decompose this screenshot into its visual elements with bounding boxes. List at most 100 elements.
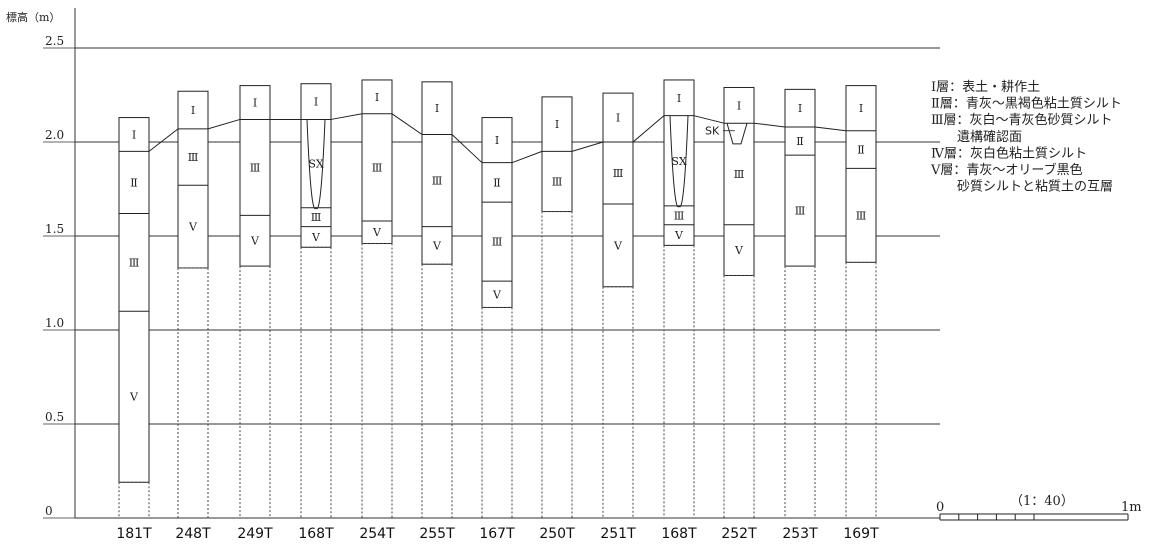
scale-end-label: 1m [1121, 500, 1142, 515]
sx-pit-outline [669, 115, 689, 208]
column-id-label: 169T [843, 526, 879, 542]
column-box [177, 90, 209, 269]
layer-label: Ⅲ [674, 209, 685, 222]
layer-label: Ⅰ [253, 97, 257, 110]
sk-pit: SK [705, 123, 748, 145]
layer-label: Ⅱ [493, 176, 500, 189]
column-id-label: 168T [661, 526, 697, 542]
layer-label: Ⅲ [734, 168, 745, 181]
layer-label: Ⅴ [372, 226, 382, 239]
column-box [239, 85, 271, 267]
column-id-label: 248T [175, 526, 211, 542]
connector-line [207, 118, 241, 130]
connector-line [571, 141, 604, 152]
core-column-169t: Ⅰ Ⅱ Ⅲ [845, 85, 877, 518]
tick-label: 1.5 [45, 222, 64, 236]
core-column-255t: Ⅰ Ⅲ Ⅴ [421, 81, 453, 518]
column-box [723, 86, 755, 276]
core-columns: ⅠⅡⅢⅤⅠⅢⅤⅠⅢⅤⅠSXⅢⅤⅠⅢⅤⅠⅢⅤⅠⅡⅢⅤⅠⅢⅠⅢⅤⅠSXⅢⅤⅠⅢⅤⅠⅡ… [118, 79, 877, 518]
column-box [602, 92, 634, 288]
layer-label: Ⅴ [674, 229, 684, 242]
column-box [784, 88, 816, 267]
layer-label: Ⅴ [734, 244, 744, 257]
legend-line: Ⅳ層：灰白色粘土質シルト [931, 145, 1087, 161]
layer-label: Ⅰ [191, 104, 195, 117]
tick-label: 0 [45, 504, 53, 518]
sk-pit-outline [726, 123, 748, 145]
legend-line: 砂質シルトと粘質土の互層 [957, 180, 1113, 195]
legend-line: Ⅰ層：表土・耕作土 [931, 79, 1040, 95]
layer-label: Ⅴ [613, 239, 623, 252]
column-box [361, 79, 393, 245]
core-column-251t: Ⅰ Ⅲ Ⅴ [602, 92, 634, 518]
connector-line [632, 115, 665, 143]
layer-label: Ⅰ [314, 96, 318, 109]
connector-line [693, 115, 725, 124]
tick-label: 2.0 [45, 128, 64, 142]
layer-label: Ⅰ [677, 92, 681, 105]
layer-label: Ⅴ [250, 235, 260, 248]
scale-start-label: 0 [936, 500, 944, 515]
layer-label: Ⅴ [311, 231, 321, 244]
column-id-label: 254T [359, 526, 395, 542]
layer-label: Ⅴ [432, 239, 442, 252]
layer-label: Ⅰ [859, 102, 863, 115]
column-box [300, 83, 332, 248]
column-id-label: 252T [721, 526, 757, 542]
elevation-axis: 標高（m） 2.5 2.0 1.5 1.0 0.5 0 [6, 8, 76, 519]
layer-label: Ⅲ [795, 205, 806, 218]
layer-label: Ⅱ [857, 144, 864, 157]
layer-label: Ⅱ [796, 135, 803, 148]
tick-label: 2.5 [45, 34, 64, 48]
layer-label: SX [308, 158, 324, 171]
core-column-248t: Ⅰ Ⅲ Ⅴ [177, 90, 209, 518]
layer-label: Ⅴ [188, 221, 198, 234]
legend-line: Ⅲ層：灰白～青灰色砂質シルト [931, 112, 1113, 128]
column-id-label: 167T [479, 526, 515, 542]
core-column-168t: Ⅰ SX Ⅲ Ⅴ [300, 83, 332, 518]
layer-label: Ⅴ [492, 288, 502, 301]
scale-ratio-label: （1：40） [1010, 494, 1074, 509]
legend-line: 遺構確認面 [957, 129, 1022, 145]
layer-label: Ⅲ [250, 161, 261, 174]
layer-label: Ⅲ [188, 151, 199, 164]
column-box [663, 79, 695, 246]
layer-label: Ⅰ [737, 99, 741, 112]
layer-label: Ⅲ [129, 256, 140, 269]
scale-bar: 0 （1：40） 1m [936, 494, 1142, 521]
column-id-label: 255T [419, 526, 455, 542]
connector-line [753, 122, 786, 128]
layer-label: Ⅲ [856, 209, 867, 222]
layer-label: Ⅰ [132, 128, 136, 141]
layer-label: SX [671, 155, 687, 168]
core-column-167t: Ⅰ Ⅱ Ⅲ Ⅴ [481, 117, 513, 518]
tick-label: 1.0 [45, 316, 64, 330]
connector-line [391, 113, 423, 135]
layer-label: Ⅲ [432, 175, 443, 188]
column-labels: 181T 248T 249T 168T 254T 255T 167T 250T 251T 168T… [116, 526, 879, 542]
column-box [845, 85, 877, 263]
column-id-label: 253T [782, 526, 818, 542]
legend-line: Ⅱ層：青灰～黒褐色粘土質シルト [931, 96, 1122, 112]
tick-label: 0.5 [45, 410, 64, 424]
layer-label: Ⅲ [492, 236, 503, 249]
connector-line [330, 113, 363, 120]
axis-label: 標高（m） [6, 10, 60, 24]
connector-line [451, 134, 483, 164]
column-box [421, 81, 453, 265]
core-column-249t: Ⅰ Ⅲ Ⅴ [239, 85, 271, 518]
core-column-253t: Ⅰ Ⅱ Ⅲ [784, 88, 816, 518]
layer-label: Ⅲ [552, 175, 563, 188]
layer-label: Ⅲ [372, 161, 383, 174]
column-id-label: 181T [116, 526, 152, 542]
layer-label: Ⅱ [130, 176, 137, 189]
column-box [481, 117, 513, 308]
layer-label: Ⅲ [311, 211, 322, 224]
core-column-181t: Ⅰ Ⅱ Ⅲ Ⅴ [118, 117, 150, 518]
column-id-label: 250T [539, 526, 575, 542]
layer-label: Ⅴ [129, 391, 139, 404]
column-box [118, 117, 150, 483]
column-id-label: 168T [298, 526, 334, 542]
